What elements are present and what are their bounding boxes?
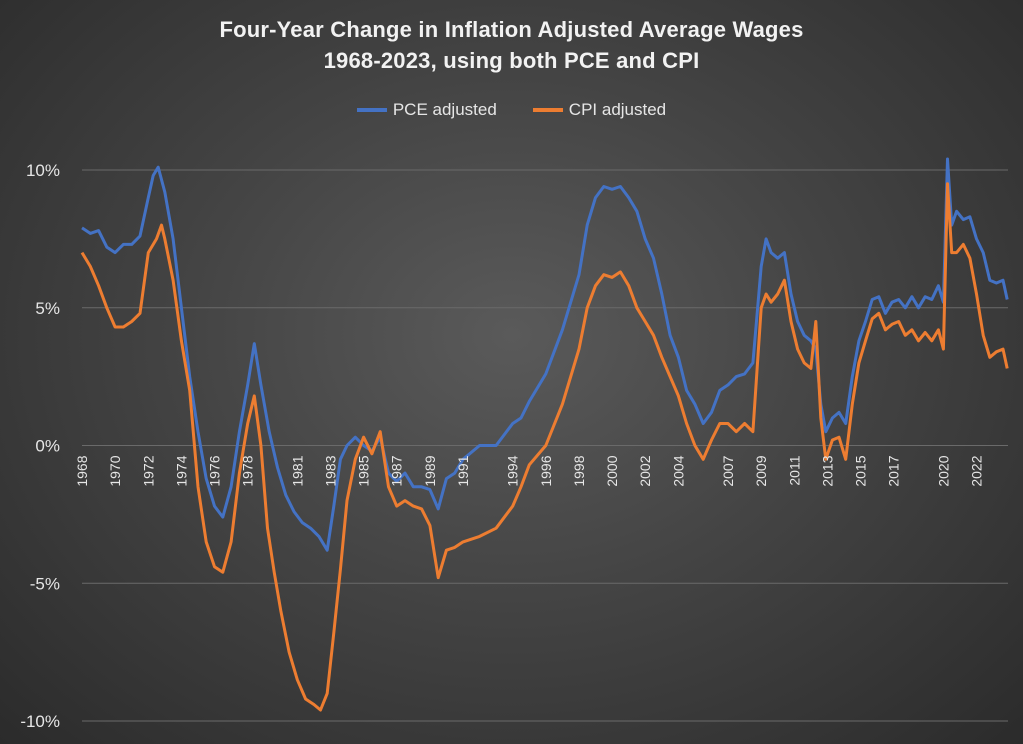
x-tick-label: 1991 [455, 455, 471, 486]
chart-title-line-2: 1968-2023, using both PCE and CPI [323, 48, 700, 73]
legend: PCE adjusted CPI adjusted [0, 100, 1023, 120]
x-tick-label: 2009 [753, 455, 769, 486]
legend-swatch-cpi [532, 108, 563, 112]
legend-label-cpi: CPI adjusted [568, 100, 667, 119]
y-tick-label: 5% [35, 299, 60, 318]
series-lines [80, 157, 1009, 712]
x-tick-label: 2022 [969, 455, 985, 486]
x-tick-label: 2000 [604, 455, 620, 486]
legend-swatch-pce [356, 108, 387, 112]
x-tick-label: 1972 [140, 455, 156, 486]
x-tick-label: 2017 [886, 455, 902, 486]
x-tick-label: 1976 [207, 455, 223, 486]
y-tick-label: -10% [20, 712, 60, 731]
x-tick-label: 2002 [637, 455, 653, 486]
x-tick-label: 1970 [107, 455, 123, 486]
x-tick-label: 2015 [853, 455, 869, 486]
x-tick-label: 1981 [289, 455, 305, 486]
x-tick-label: 1978 [240, 455, 256, 486]
x-tick-label: 1983 [322, 455, 338, 486]
x-tick-label: 2007 [720, 455, 736, 486]
x-tick-label: 1996 [538, 455, 554, 486]
legend-item-cpi: CPI adjusted [532, 100, 667, 120]
y-tick-label: 0% [35, 437, 60, 456]
x-tick-label: 2013 [819, 455, 835, 486]
y-tick-label: -5% [30, 574, 60, 593]
x-tick-label: 1985 [356, 455, 372, 486]
x-axis-ticks: 1968 1970 1972 1974 1976 1978 1981 1983 1985 1987… [74, 455, 985, 486]
x-tick-label: 1998 [571, 455, 587, 486]
cpi-line [80, 182, 1009, 712]
x-tick-label: 2020 [935, 455, 951, 486]
pce-line [81, 157, 1009, 552]
y-tick-label: 10% [26, 161, 60, 180]
y-axis-ticks: 10% 5% 0% -5% -10% [20, 161, 60, 731]
x-tick-label: 1989 [422, 455, 438, 486]
x-tick-label: 1994 [505, 455, 521, 486]
x-tick-label: 2011 [786, 455, 802, 485]
x-tick-label: 1974 [173, 455, 189, 486]
legend-label-pce: PCE adjusted [392, 100, 497, 119]
x-tick-label: 1987 [389, 455, 405, 486]
x-tick-label: 2004 [670, 455, 686, 486]
x-tick-label: 1968 [74, 455, 90, 486]
chart-title: Four-Year Change in Inflation Adjusted A… [0, 14, 1023, 76]
chart-title-line-1: Four-Year Change in Inflation Adjusted A… [219, 17, 804, 42]
legend-item-pce: PCE adjusted [356, 100, 497, 120]
